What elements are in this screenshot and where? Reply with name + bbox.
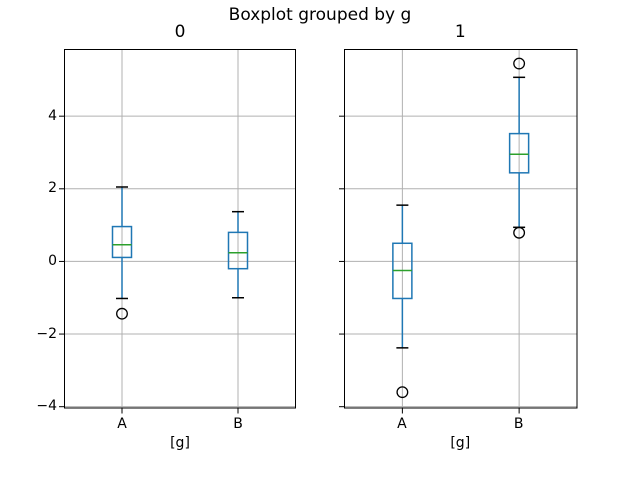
axes-0 bbox=[59, 48, 296, 413]
axes-0-canvas bbox=[59, 48, 296, 413]
y-tick-label-0: 0 bbox=[48, 252, 57, 269]
x-tick-label-A: A bbox=[397, 416, 407, 432]
y-tick-label-2: 2 bbox=[48, 180, 57, 197]
x-tick-label-B: B bbox=[513, 416, 524, 432]
axes-1-canvas bbox=[338, 48, 577, 413]
y-tick-label--4: −4 bbox=[36, 398, 57, 415]
x-tick-label-A: A bbox=[117, 416, 127, 432]
flier-point bbox=[512, 57, 525, 69]
axes-1-xlabel: [g] bbox=[450, 435, 471, 451]
y-tick-label-4: 4 bbox=[48, 107, 57, 124]
figure-title: Boxplot grouped by g bbox=[228, 5, 412, 25]
x-tick-label-B: B bbox=[233, 416, 243, 432]
box-B bbox=[227, 231, 249, 269]
axes-spines bbox=[64, 48, 296, 408]
flier-point bbox=[395, 385, 408, 398]
axes-1 bbox=[338, 48, 577, 413]
axes-1-title: 1 bbox=[454, 22, 466, 42]
axes-0-title: 0 bbox=[174, 22, 186, 42]
y-tick-label--2: −2 bbox=[36, 325, 57, 342]
box-A bbox=[111, 225, 133, 258]
flier-point bbox=[512, 226, 525, 239]
axes-spines bbox=[343, 48, 577, 408]
axes-0-xlabel: [g] bbox=[170, 435, 190, 451]
box-B bbox=[508, 132, 529, 174]
flier-point bbox=[116, 307, 128, 320]
